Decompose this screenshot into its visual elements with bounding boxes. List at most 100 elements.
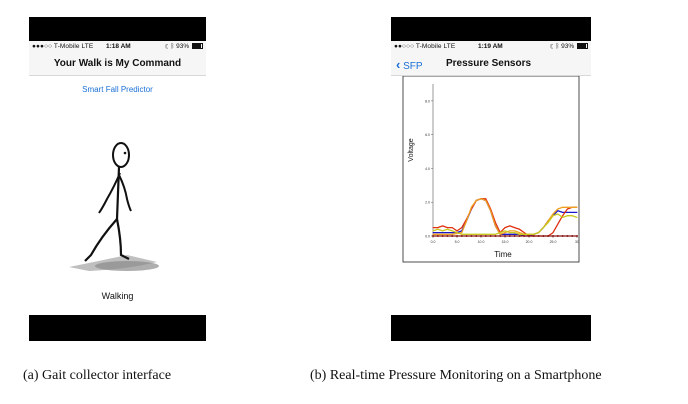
data-point (490, 233, 492, 235)
data-point (461, 232, 463, 234)
series-line-2 (433, 198, 577, 235)
data-point (518, 232, 520, 234)
battery-icon (577, 43, 588, 49)
data-point (571, 215, 573, 217)
data-point (441, 235, 444, 237)
data-point (509, 225, 511, 227)
data-point (552, 235, 554, 237)
pressure-monitor-screen: ●●○○○ T-Mobile LTE 1:19 AM ☾ ᛒ 93% ‹ SFP… (391, 17, 591, 341)
back-button[interactable]: ‹ SFP (396, 57, 423, 72)
data-point (451, 235, 454, 237)
x-axis-label: Time (494, 250, 512, 259)
nav-bar: ‹ SFP Pressure Sensors (391, 53, 591, 76)
data-point (451, 230, 453, 232)
data-point (442, 230, 444, 232)
data-point (432, 235, 434, 237)
x-tick-label: 20.0 (526, 240, 533, 244)
data-point (514, 227, 516, 229)
data-point (552, 215, 554, 217)
back-label: SFP (403, 61, 423, 72)
data-point (494, 225, 496, 227)
status-bar: ●●●○○ T-Mobile LTE 1:18 AM ☾ ᛒ 93% (29, 41, 206, 53)
carrier-label: ●●○○○ T-Mobile LTE (394, 43, 456, 50)
data-point (436, 235, 439, 237)
bottom-bezel (29, 315, 206, 341)
data-point (442, 233, 444, 235)
data-point (566, 215, 568, 217)
data-point (532, 235, 535, 237)
data-point (528, 233, 530, 235)
data-point (561, 235, 564, 237)
top-bezel (29, 17, 206, 41)
data-point (518, 235, 521, 237)
data-point (432, 227, 434, 229)
clock-label: 1:18 AM (106, 43, 131, 50)
bluetooth-icon: ᛒ (555, 43, 560, 50)
data-point (542, 235, 545, 237)
data-point (576, 235, 578, 237)
data-point (528, 235, 530, 237)
data-point (509, 230, 511, 232)
data-point (533, 233, 535, 235)
data-point (518, 233, 520, 235)
moon-icon: ☾ (164, 43, 169, 50)
y-axis-label: Voltage (408, 138, 415, 161)
y-tick-label: 8.0 (425, 99, 430, 103)
data-point (562, 206, 564, 208)
data-point (566, 206, 568, 208)
data-point (566, 235, 569, 237)
data-point (470, 235, 473, 237)
y-tick-label: 4.0 (425, 167, 430, 171)
data-point (576, 206, 578, 208)
data-point (451, 233, 453, 235)
data-point (456, 230, 458, 232)
data-point (485, 200, 487, 202)
data-point (494, 233, 496, 235)
smart-fall-predictor-link[interactable]: Smart Fall Predictor (82, 85, 153, 94)
data-point (437, 227, 439, 229)
data-point (475, 233, 477, 235)
data-point (576, 216, 578, 218)
data-point (499, 235, 502, 237)
data-point (470, 233, 472, 235)
x-tick-label: 30 (575, 240, 579, 244)
data-point (508, 235, 511, 237)
data-point (566, 208, 568, 210)
pressure-chart: 0.0 2.0 4.0 6.0 8.0 0.0 5.0 10.0 15.0 20.0 25.0 30 T… (402, 76, 580, 263)
data-point (499, 233, 501, 235)
data-point (460, 235, 463, 237)
carrier-label: ●●●○○ T-Mobile LTE (32, 43, 94, 50)
status-bar: ●●○○○ T-Mobile LTE 1:19 AM ☾ ᛒ 93% (391, 41, 591, 53)
status-right: ☾ ᛒ 93% (165, 43, 203, 50)
status-right: ☾ ᛒ 93% (550, 43, 588, 50)
data-point (571, 206, 573, 208)
x-tick-label: 15.0 (502, 240, 509, 244)
x-tick-label: 0.0 (431, 240, 436, 244)
data-point (461, 233, 463, 235)
data-point (562, 216, 564, 218)
data-point (432, 232, 434, 234)
walking-figure-image (69, 142, 159, 271)
bottom-bezel (391, 315, 591, 341)
data-point (509, 232, 511, 234)
data-point (466, 233, 468, 235)
data-point (562, 211, 564, 213)
data-point (509, 233, 511, 235)
data-point (465, 235, 468, 237)
data-point (461, 227, 463, 229)
moon-icon: ☾ (549, 43, 554, 50)
bluetooth-icon: ᛒ (170, 43, 175, 50)
data-point (475, 200, 477, 202)
x-tick-label: 25.0 (550, 240, 557, 244)
battery-percent: 93% (561, 43, 575, 50)
data-point (513, 235, 516, 237)
data-point (557, 213, 559, 215)
data-point (504, 230, 506, 232)
data-point (562, 215, 564, 217)
data-point (442, 225, 444, 227)
data-point (556, 235, 559, 237)
data-point (437, 228, 439, 230)
page-title: Your Walk is My Command (53, 58, 182, 69)
data-point (456, 232, 458, 234)
data-point (557, 210, 559, 212)
